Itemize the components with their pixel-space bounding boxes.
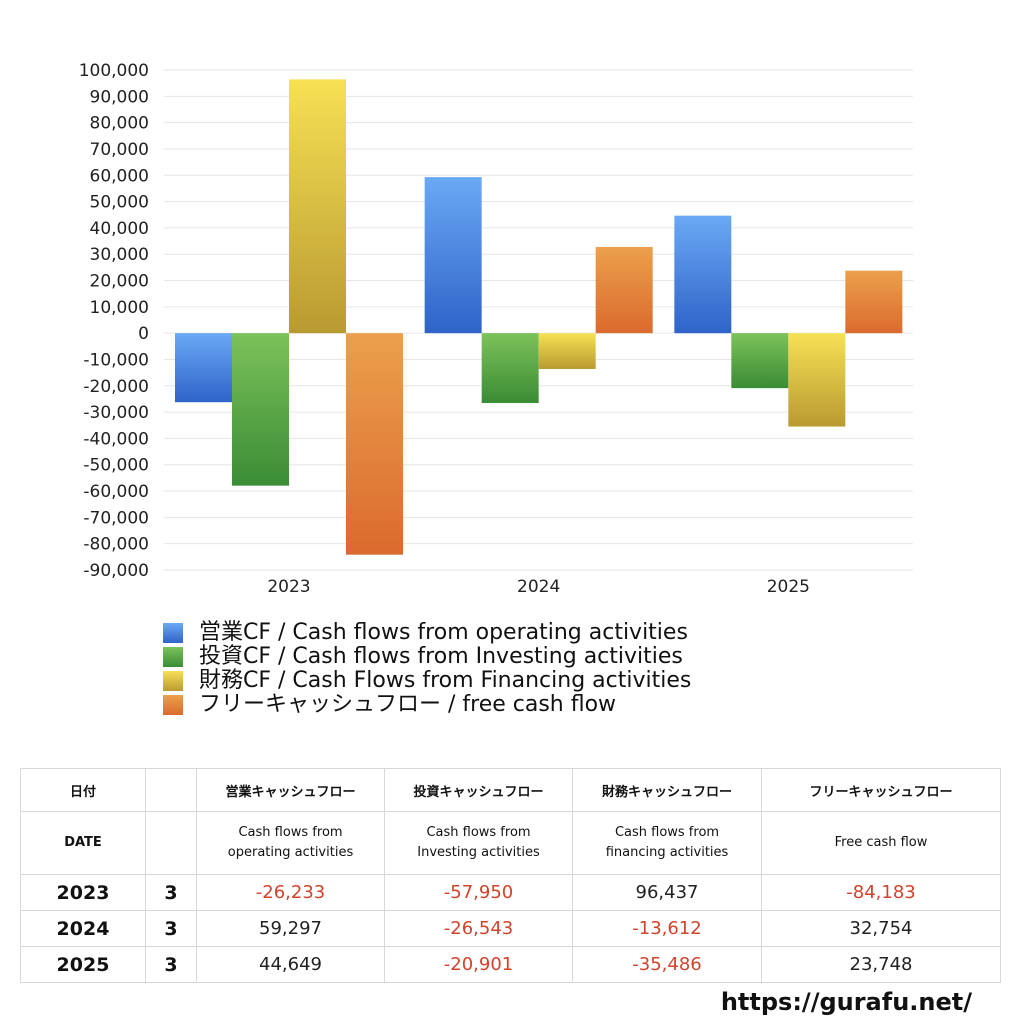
- bar-investing-2025: [731, 333, 789, 389]
- header-blank-jp: [145, 768, 197, 812]
- grid-lines: [164, 69, 913, 571]
- y-tick-label: -30,000: [83, 403, 149, 423]
- table-row: 2025 3 44,649 -20,901 -35,486 23,748: [20, 946, 1001, 983]
- cell-financing: -35,486: [572, 946, 762, 983]
- legend-swatch-financing: [163, 671, 183, 691]
- y-tick-label: 40,000: [90, 219, 149, 239]
- row-year: 2023: [20, 874, 146, 911]
- bar-financing-2023: [289, 79, 346, 334]
- bar-investing-2023: [232, 333, 289, 486]
- y-axis-tick-labels: 100,000 90,000 80,000 70,000 60,000 50,000 40,…: [79, 61, 149, 581]
- legend: 営業CF / Cash flows from operating activit…: [163, 621, 691, 717]
- y-tick-label: 20,000: [90, 272, 149, 292]
- bars: [175, 79, 903, 555]
- table-row: 2023 3 -26,233 -57,950 96,437 -84,183: [20, 874, 1001, 911]
- header-financing-en: Cash flows from financing activities: [572, 811, 762, 875]
- legend-label-financing: 財務CF / Cash Flows from Financing activit…: [199, 668, 692, 693]
- header-free-cash-flow-en: Free cash flow: [761, 811, 1001, 875]
- bar-operating-2025: [674, 215, 732, 334]
- header-financing-jp: 財務キャッシュフロー: [572, 768, 762, 812]
- legend-item-free-cash-flow: フリーキャッシュフロー / free cash flow: [163, 693, 691, 717]
- y-tick-label: -20,000: [83, 377, 149, 397]
- y-tick-label: -50,000: [83, 456, 149, 476]
- row-month: 3: [145, 910, 197, 947]
- legend-item-financing: 財務CF / Cash Flows from Financing activit…: [163, 669, 691, 693]
- legend-swatch-investing: [163, 647, 183, 667]
- bar-operating-2024: [424, 177, 482, 334]
- cell-operating: 44,649: [196, 946, 385, 983]
- cash-flow-table: 日付 営業キャッシュフロー 投資キャッシュフロー 財務キャッシュフロー フリーキ…: [20, 768, 1001, 983]
- cell-operating: 59,297: [196, 910, 385, 947]
- y-tick-label: 30,000: [90, 245, 149, 265]
- cell-free-cash-flow: 32,754: [761, 910, 1001, 947]
- cell-investing: -20,901: [384, 946, 573, 983]
- cell-financing: -13,612: [572, 910, 762, 947]
- header-operating-en: Cash flows from operating activities: [196, 811, 385, 875]
- row-year: 2024: [20, 910, 146, 947]
- row-month: 3: [145, 874, 197, 911]
- table-row: 2024 3 59,297 -26,543 -13,612 32,754: [20, 910, 1001, 947]
- cell-free-cash-flow: 23,748: [761, 946, 1001, 983]
- header-blank-en: [145, 811, 197, 875]
- x-tick-label-2025: 2025: [767, 577, 810, 597]
- header-investing-jp: 投資キャッシュフロー: [384, 768, 573, 812]
- y-tick-label: 60,000: [90, 166, 149, 186]
- footer-url[interactable]: https://gurafu.net/: [720, 988, 972, 1016]
- x-axis-tick-labels: 2023 2024 2025: [267, 577, 810, 597]
- legend-swatch-operating: [163, 623, 183, 643]
- table-header-en: DATE Cash flows from operating activities…: [20, 811, 1001, 875]
- bar-investing-2024: [481, 333, 539, 404]
- y-tick-label: 70,000: [90, 140, 149, 160]
- y-tick-label: -80,000: [83, 535, 149, 555]
- bar-free-cash-flow-2025: [845, 270, 903, 334]
- y-tick-label: 10,000: [90, 298, 149, 318]
- cell-free-cash-flow: -84,183: [761, 874, 1001, 911]
- bar-financing-2024: [538, 333, 596, 369]
- bar-operating-2023: [175, 333, 232, 403]
- cash-flow-bar-chart: 100,000 90,000 80,000 70,000 60,000 50,000 40,…: [79, 61, 913, 597]
- bar-free-cash-flow-2024: [595, 246, 653, 334]
- x-tick-label-2024: 2024: [517, 577, 560, 597]
- y-tick-label: 50,000: [90, 193, 149, 213]
- y-tick-label: -70,000: [83, 508, 149, 528]
- cell-investing: -57,950: [384, 874, 573, 911]
- legend-label-operating: 営業CF / Cash flows from operating activit…: [199, 620, 688, 645]
- y-tick-label: 100,000: [79, 61, 149, 81]
- row-month: 3: [145, 946, 197, 983]
- x-tick-label-2023: 2023: [267, 577, 310, 597]
- legend-item-operating: 営業CF / Cash flows from operating activit…: [163, 621, 691, 645]
- y-tick-label: 90,000: [90, 87, 149, 107]
- y-tick-label: 80,000: [90, 114, 149, 134]
- header-date-en: DATE: [20, 811, 146, 875]
- y-tick-label: -40,000: [83, 429, 149, 449]
- legend-swatch-free-cash-flow: [163, 695, 183, 715]
- cell-financing: 96,437: [572, 874, 762, 911]
- legend-label-free-cash-flow: フリーキャッシュフロー / free cash flow: [199, 692, 617, 717]
- bar-financing-2025: [788, 333, 846, 427]
- header-date-jp: 日付: [20, 768, 146, 812]
- row-year: 2025: [20, 946, 146, 983]
- y-tick-label: -60,000: [83, 482, 149, 502]
- y-tick-label: -10,000: [83, 350, 149, 370]
- bar-free-cash-flow-2023: [346, 333, 403, 555]
- table-header-jp: 日付 営業キャッシュフロー 投資キャッシュフロー 財務キャッシュフロー フリーキ…: [20, 768, 1001, 812]
- y-tick-label: -90,000: [83, 561, 149, 581]
- cell-operating: -26,233: [196, 874, 385, 911]
- header-free-cash-flow-jp: フリーキャッシュフロー: [761, 768, 1001, 812]
- legend-item-investing: 投資CF / Cash flows from Investing activit…: [163, 645, 691, 669]
- header-investing-en: Cash flows from Investing activities: [384, 811, 573, 875]
- legend-label-investing: 投資CF / Cash flows from Investing activit…: [199, 644, 683, 669]
- cell-investing: -26,543: [384, 910, 573, 947]
- y-tick-label: 0: [138, 324, 149, 344]
- header-operating-jp: 営業キャッシュフロー: [196, 768, 385, 812]
